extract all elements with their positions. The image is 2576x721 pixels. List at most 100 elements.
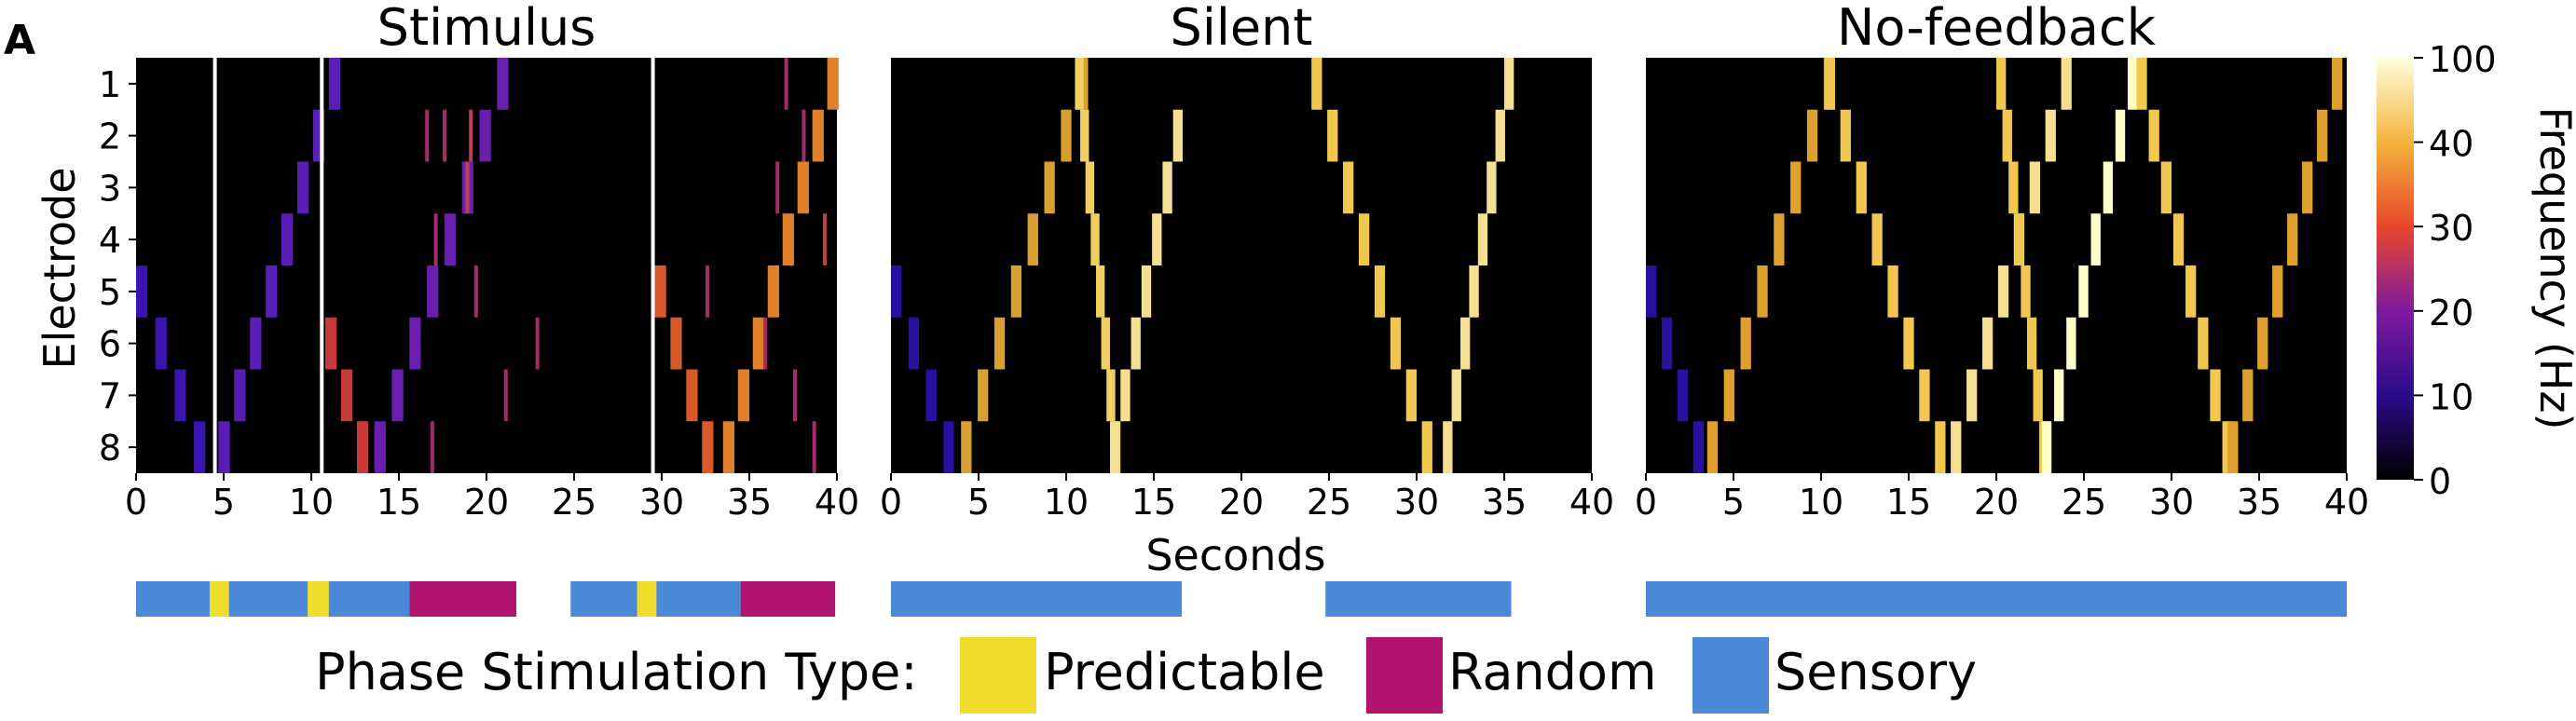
heatmap-cell [1997, 265, 2009, 318]
phase-segment-sensory [570, 581, 637, 617]
heatmap-cell [1343, 161, 1354, 214]
phase-segment-sensory [891, 581, 1183, 617]
heatmap-cell [891, 265, 902, 318]
heatmap-cell [2160, 161, 2172, 214]
heatmap-cell [218, 421, 230, 473]
x-tick-label: 10 [1044, 482, 1089, 523]
legend-swatch-sensory [1692, 637, 1769, 714]
y-tick-label: 7 [99, 375, 121, 416]
heatmap-cell [961, 421, 972, 473]
phase-segment-sensory [228, 581, 308, 617]
heatmap-cell [430, 421, 434, 473]
phase-segment-sensory [1325, 581, 1512, 617]
phase-segment-random [740, 581, 836, 617]
colorbar-tick-label: 30 [2429, 208, 2473, 249]
y-tick-label: 3 [99, 168, 121, 209]
x-tick-label: 25 [1307, 482, 1351, 523]
heatmap-cell [1824, 58, 1836, 110]
x-tick-label: 15 [1131, 482, 1176, 523]
heatmap-cell [155, 317, 167, 370]
colorbar-label: Frequency (Hz) [2530, 107, 2576, 430]
heatmap-cell [425, 109, 430, 162]
heatmap-cell [2302, 161, 2313, 214]
legend-label-sensory: Sensory [1774, 643, 1977, 701]
y-tick-label: 4 [99, 220, 121, 261]
panel-title: Stimulus [377, 0, 596, 57]
heatmap-cell [2257, 317, 2268, 370]
heatmap-cell [479, 109, 491, 162]
heatmap-panels: Stimulus 0 5 10 15 20 25 30 35 40 1 2 3 4 5 6 7 8 Silent 0 5… [99, 0, 2369, 523]
colorbar-scale [2377, 58, 2414, 480]
phase-timeline [136, 581, 2347, 617]
heatmap-cell [2103, 161, 2114, 214]
heatmap-cell [194, 421, 206, 473]
heatmap-cell [1981, 317, 1994, 370]
heatmap-cell [1646, 265, 1657, 318]
heatmap-cell [2287, 213, 2298, 265]
heatmap-cell [1101, 317, 1110, 370]
heatmap-cell [782, 213, 794, 265]
heatmap-cell [1487, 161, 1497, 214]
heatmap-cell [1806, 109, 1818, 162]
heatmap-cell [1172, 109, 1184, 162]
heatmap-cell [767, 265, 779, 318]
heatmap-cell [2021, 265, 2031, 318]
panel-title: Silent [1171, 0, 1313, 57]
heatmap-cell [784, 58, 788, 110]
legend: Phase Stimulation Type: Predictable Rand… [315, 637, 1977, 714]
heatmap-cell [737, 369, 749, 422]
heatmap-cell [2128, 58, 2138, 110]
colorbar-ticks: 0 10 20 30 40 100 [2414, 39, 2497, 502]
heatmap-cell [391, 369, 404, 422]
heatmap-cell [2026, 317, 2037, 370]
phase-segment-sensory [136, 581, 210, 617]
phase-segment-sensory [1646, 581, 2347, 617]
colorbar: 0 10 20 30 40 100 Frequency (Hz) [2377, 39, 2576, 502]
heatmap-cell [1856, 161, 1867, 214]
heatmap-cell [2033, 369, 2043, 422]
x-tick-label: 40 [1569, 482, 1614, 523]
heatmap-cell [775, 161, 780, 214]
heatmap-cell [1010, 265, 1022, 318]
phase-segment-predictable [308, 581, 329, 617]
heatmap-cell [1477, 213, 1488, 265]
heatmap-cell [535, 317, 540, 370]
heatmap-cell [2078, 265, 2089, 318]
heatmap-cell [1951, 421, 1962, 473]
x-tick-label: 5 [1722, 482, 1745, 523]
colorbar-tick-label: 40 [2429, 124, 2473, 165]
heatmap-cell [1661, 317, 1673, 370]
heatmap-cell [2198, 317, 2209, 370]
x-tick-label: 35 [1482, 482, 1527, 523]
heatmap-cell [2210, 369, 2221, 422]
heatmap-cell [1757, 265, 1768, 318]
heatmap-cell [2054, 369, 2064, 422]
heatmap-cell [1460, 317, 1471, 370]
x-tick-label: 35 [727, 482, 772, 523]
y-tick-label: 8 [99, 428, 121, 469]
heatmap-cell [1774, 213, 1785, 265]
x-axis-label: Seconds [1145, 530, 1325, 580]
heatmap-cell [1120, 369, 1130, 422]
legend-title: Phase Stimulation Type: [315, 643, 918, 701]
heatmap-cell [925, 369, 937, 422]
heatmap-cell [1085, 161, 1095, 214]
legend-label-predictable: Predictable [1044, 643, 1325, 701]
heatmap-cell [1495, 109, 1505, 162]
heatmap-cell [812, 421, 816, 473]
x-tick-label: 0 [1635, 482, 1657, 523]
heatmap-cell [2227, 421, 2239, 473]
heatmap-cell [250, 317, 262, 370]
x-tick-label: 20 [464, 482, 509, 523]
heatmap-cell [2185, 265, 2197, 318]
x-tick-label: 5 [967, 482, 990, 523]
heatmap-cell [2061, 58, 2072, 110]
heatmap-cell [2008, 161, 2019, 214]
x-tick-label: 5 [212, 482, 235, 523]
heatmap-cell [2041, 421, 2052, 473]
heatmap-cell [2172, 213, 2185, 265]
y-axis-label: Electrode [34, 167, 85, 369]
heatmap-cell [1887, 265, 1898, 318]
phase-segment-random [409, 581, 516, 617]
x-tick-label: 15 [377, 482, 421, 523]
